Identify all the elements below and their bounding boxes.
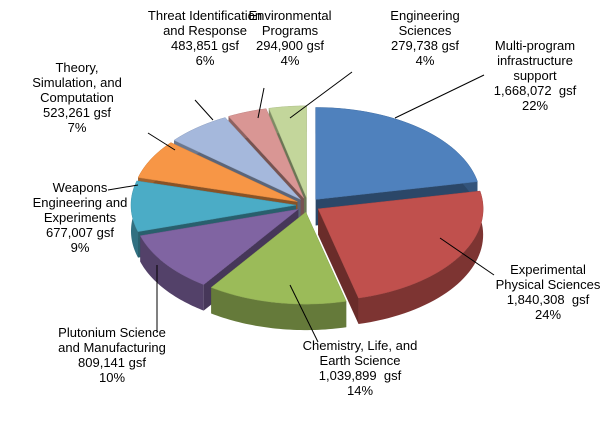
- label-name: Weapons Engineering and Experiments: [32, 180, 131, 225]
- label-percent: 7%: [67, 120, 87, 135]
- label-value: 1,840,308 gsf: [506, 292, 590, 307]
- label-name: Multi-program infrastructure support: [494, 38, 579, 83]
- leader-line: [439, 237, 495, 276]
- leader-line: [147, 132, 176, 151]
- label-percent: 4%: [280, 53, 300, 68]
- slice-label: Weapons Engineering and Experiments 677,0…: [25, 180, 135, 255]
- label-value: 809,141 gsf: [78, 355, 146, 370]
- leader-line: [394, 74, 485, 119]
- label-name: Experimental Physical Sciences: [495, 262, 600, 292]
- label-value: 677,007 gsf: [46, 225, 114, 240]
- slice: [210, 211, 347, 305]
- label-name: Threat Identification and Response: [147, 8, 266, 38]
- label-name: Plutonium Science and Manufacturing: [58, 325, 170, 355]
- label-percent: 10%: [98, 370, 126, 385]
- label-percent: 6%: [195, 53, 215, 68]
- label-percent: 14%: [346, 383, 374, 398]
- label-percent: 4%: [415, 53, 435, 68]
- label-percent: 22%: [521, 98, 549, 113]
- label-value: 1,039,899 gsf: [318, 368, 402, 383]
- label-percent: 9%: [70, 240, 90, 255]
- slice: [130, 180, 297, 232]
- label-value: 483,851 gsf: [171, 38, 239, 53]
- leader-line: [194, 99, 214, 121]
- slice: [315, 107, 478, 200]
- slice: [139, 208, 300, 285]
- slice: [137, 142, 298, 202]
- label-name: Environmental Programs: [248, 8, 336, 38]
- slice-label: Theory, Simulation, and Computation 523,2…: [22, 60, 132, 135]
- slice-label: Engineering Sciences 279,738 gsf 4%: [370, 8, 480, 68]
- slice-wall: [211, 287, 347, 331]
- slice-wall: [140, 235, 204, 311]
- label-name: Theory, Simulation, and Computation: [32, 60, 126, 105]
- label-name: Engineering Sciences: [390, 8, 464, 38]
- slice: [268, 105, 307, 198]
- label-value: 1,668,072 gsf: [493, 83, 577, 98]
- label-value: 294,900 gsf: [256, 38, 324, 53]
- slice-label: Multi-program infrastructure support 1,66…: [475, 38, 595, 113]
- slice: [228, 108, 305, 199]
- slice-label: Chemistry, Life, and Earth Science 1,039,…: [300, 338, 420, 398]
- label-value: 523,261 gsf: [43, 105, 111, 120]
- slice-label: Environmental Programs 294,900 gsf 4%: [235, 8, 345, 68]
- leader-line: [107, 184, 139, 191]
- leader-line: [289, 71, 353, 119]
- leader-line: [257, 87, 265, 119]
- label-name: Chemistry, Life, and Earth Science: [302, 338, 421, 368]
- slice-label: Experimental Physical Sciences 1,840,308 …: [493, 262, 600, 322]
- leader-line: [289, 284, 319, 343]
- label-value: 279,738 gsf: [391, 38, 459, 53]
- slice-label: Plutonium Science and Manufacturing 809,1…: [57, 325, 167, 385]
- label-percent: 24%: [534, 307, 562, 322]
- slice: [173, 117, 301, 200]
- slice-side: [318, 208, 359, 325]
- slice: [317, 190, 484, 299]
- slice-label: Threat Identification and Response 483,85…: [145, 8, 265, 68]
